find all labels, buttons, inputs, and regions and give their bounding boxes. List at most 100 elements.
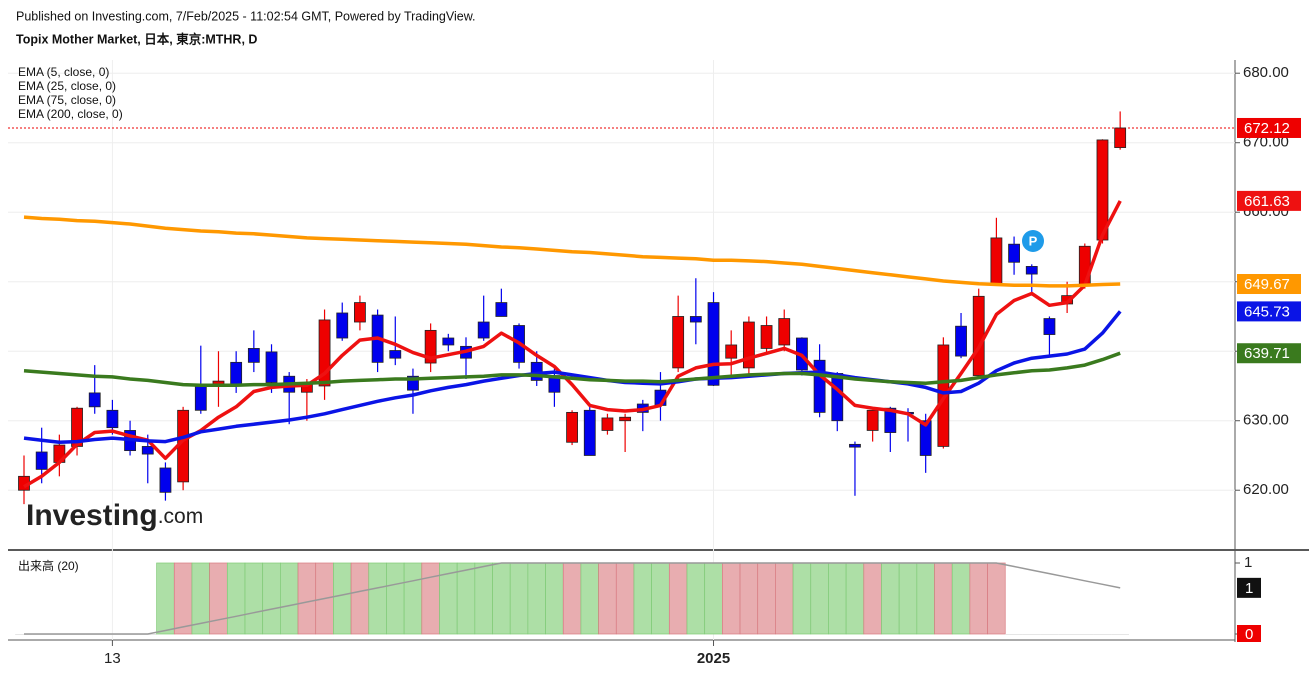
x-tick-label: 2025 [697,650,730,667]
candle-body [247,348,260,363]
volume-bar [739,562,759,635]
volume-bar [545,562,564,635]
volume-bar [403,562,423,635]
price-tag-label: 672.12 [1244,120,1290,137]
volume-bar [934,562,953,635]
instrument-title: Topix Mother Market, 日本, 東京:MTHR, D [16,31,257,46]
price-tag-label: 649.67 [1244,276,1290,293]
y-tick-label: 620.00 [1243,481,1289,498]
volume-bar [863,562,882,635]
volume-bar [209,562,228,635]
candle-body [831,373,844,422]
x-tick-label: 13 [104,650,121,667]
volume-bar [1093,634,1112,635]
legend-entry: EMA (200, close, 0) [18,107,123,121]
volume-bar [1040,634,1059,635]
volume-bar [757,562,776,635]
volume-bar [244,562,264,635]
candle-body [354,302,366,323]
price-tag-label: 661.63 [1244,193,1290,210]
candle-body [742,321,755,369]
volume-bar [1058,634,1076,635]
candle-body [866,409,879,431]
candle-body [849,443,861,448]
candle-body [955,325,967,357]
volume-bar [509,562,529,635]
volume-bar [297,562,317,635]
candle-body [672,316,685,369]
p-marker-label: P [1029,233,1038,248]
y-tick-label: 630.00 [1243,412,1289,429]
volume-bar [474,562,493,635]
volume-bar [651,562,670,635]
y-tick-label: 1 [1244,554,1252,571]
volume-bar [792,562,812,635]
candle-body [407,375,419,391]
price-tag [1237,190,1301,211]
volume-bar [633,562,652,635]
candle-body [88,392,101,408]
candle-body [106,409,119,429]
volume-ma-tag-label: 1 [1245,580,1253,597]
volume-bar [704,562,723,635]
volume-bar [898,562,918,635]
price-tag-label: 639.71 [1244,345,1290,362]
volume-bar [368,562,387,635]
price-tag-label: 645.73 [1244,303,1290,320]
volume-bar [668,562,688,635]
candle-body [583,409,596,456]
volume-bar [456,562,476,635]
ema-line [23,215,1121,288]
candle-body [1025,266,1038,275]
ema-line [23,310,1122,445]
volume-bar [686,562,706,635]
volume-bar [262,562,281,635]
volume-bar [722,562,741,635]
volume-bar [598,562,617,635]
candle-body [495,302,508,317]
volume-bar [580,562,599,635]
volume-bar [1075,634,1094,635]
volume-bar [1022,634,1041,635]
y-tick-label: 680.00 [1243,64,1289,81]
candle-body [919,420,932,456]
candle-body [318,319,331,387]
candle-body [760,325,773,349]
price-tag [1237,343,1301,364]
volume-bar [1111,634,1129,635]
candle-body [159,467,172,493]
volume-ma-line [24,562,1121,635]
volume-bar [775,562,794,635]
volume-bar [615,562,635,635]
published-note: Published on Investing.com, 7/Feb/2025 -… [16,9,476,23]
volume-bar [810,562,829,635]
legend-entry: EMA (5, close, 0) [18,65,109,79]
p-marker [1022,230,1044,252]
candle-body [619,416,632,422]
candle-body [424,329,437,364]
candle-body [1008,243,1020,263]
candle-body [813,359,826,413]
candle-body [194,384,207,411]
candle-body [442,337,455,346]
candle-body [35,451,48,470]
candle-body [477,321,490,339]
candle-body [990,237,1003,285]
candle-body [1114,127,1127,148]
candle-body [725,344,738,359]
volume-bar [527,562,546,635]
legend-entry: EMA (75, close, 0) [18,93,116,107]
logo: Investing.com [26,499,203,532]
volume-bar [845,562,865,635]
volume-bar [226,562,246,635]
candle-body [530,361,543,381]
candle-body [778,318,791,346]
candle-body [230,361,243,387]
volume-tag [1237,625,1261,642]
candle-body [336,312,349,339]
volume-bar [987,562,1006,635]
ema-line [23,351,1121,388]
candle-body [141,446,154,455]
volume-bar [881,562,900,635]
